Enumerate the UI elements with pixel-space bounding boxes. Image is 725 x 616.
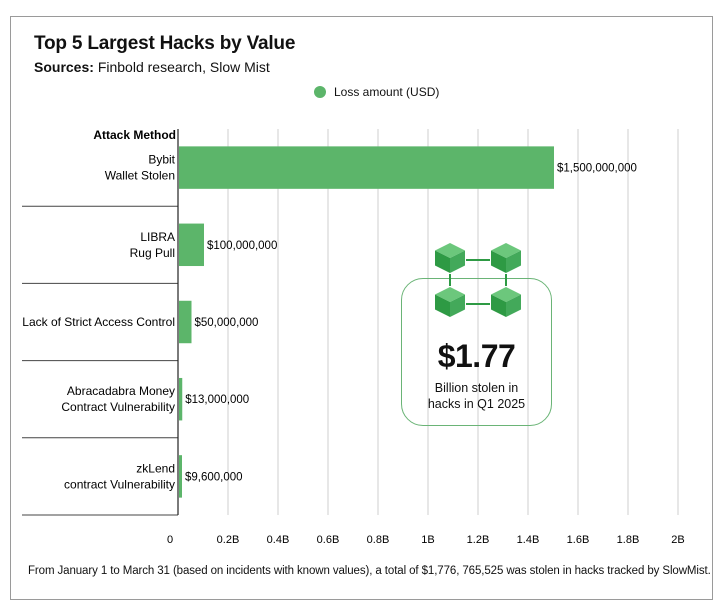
callout-line-2: hacks in Q1 2025: [427, 397, 526, 411]
data-label: $9,600,000: [185, 471, 243, 483]
cube-right: [450, 294, 465, 317]
x-tick-label: 0.4B: [267, 534, 290, 546]
data-label: $1,500,000,000: [557, 163, 637, 175]
bar: [179, 146, 554, 189]
x-tick-label: 1.6B: [567, 534, 590, 546]
category-label: Bybit: [148, 153, 175, 167]
data-label: $13,000,000: [185, 394, 249, 406]
x-tick-label: 0.2B: [217, 534, 240, 546]
x-tick-label: 0: [167, 534, 173, 546]
cube-right: [506, 250, 521, 273]
chart-frame: [10, 16, 713, 600]
sources-text: Finbold research, Slow Mist: [97, 59, 270, 75]
x-tick-label: 1.2B: [467, 534, 490, 546]
legend-swatch: [314, 86, 326, 98]
footnote: From January 1 to March 31 (based on inc…: [28, 565, 711, 577]
category-label: Rug Pull: [130, 246, 175, 260]
x-tick-label: 1.8B: [617, 534, 640, 546]
category-label: Contract Vulnerability: [61, 400, 175, 414]
x-tick-labels: 0 0.2B 0.4B 0.6B 0.8B 1B 1.2B 1.4B 1.6B 1.8B 2B: [167, 534, 685, 546]
callout-line-1: Billion stolen in: [434, 381, 519, 395]
x-tick-label: 0.8B: [367, 534, 390, 546]
chart-title: Top 5 Largest Hacks by Value: [34, 33, 296, 54]
callout-text: Billion stolen in hacks in Q1 2025: [401, 380, 552, 412]
sources-label: Sources:: [34, 59, 94, 75]
category-label: Lack of Strict Access Control: [22, 315, 175, 329]
category-label: Abracadabra Money: [67, 384, 175, 398]
data-labels: $1,500,000,000 $100,000,000 $50,000,000 $13…: [185, 163, 637, 484]
data-label: $100,000,000: [207, 240, 277, 252]
cube-left: [435, 294, 450, 317]
bars: [179, 146, 554, 498]
legend-label: Loss amount (USD): [334, 85, 440, 99]
bar: [179, 377, 183, 421]
data-label: $50,000,000: [195, 317, 259, 329]
gridlines: [227, 129, 679, 515]
legend: Loss amount (USD): [314, 85, 439, 99]
category-labels: Bybit Wallet Stolen LIBRA Rug Pull Lack of S…: [22, 153, 175, 492]
callout-box: [401, 278, 552, 426]
x-tick-label: 1.4B: [517, 534, 540, 546]
x-tick-label: 0.6B: [317, 534, 340, 546]
bar: [179, 300, 192, 344]
category-label: Wallet Stolen: [105, 169, 175, 183]
category-label: LIBRA: [140, 230, 175, 244]
cube-left: [435, 250, 450, 273]
blockchain-icon: [435, 243, 521, 317]
cube-right: [450, 250, 465, 273]
cube-left: [491, 294, 506, 317]
category-label: contract Vulnerability: [64, 477, 175, 491]
bar: [179, 455, 182, 498]
cube-right: [506, 294, 521, 317]
category-axis-title: Attack Method: [93, 128, 176, 142]
x-tick-label: 2B: [671, 534, 684, 546]
bar: [179, 223, 204, 267]
category-separators: [22, 205, 178, 516]
cube-left: [491, 250, 506, 273]
callout-value: $1.77: [437, 338, 516, 374]
x-tick-label: 1B: [421, 534, 434, 546]
chart-sources: Sources: Finbold research, Slow Mist: [34, 59, 270, 75]
category-label: zkLend: [136, 461, 175, 475]
